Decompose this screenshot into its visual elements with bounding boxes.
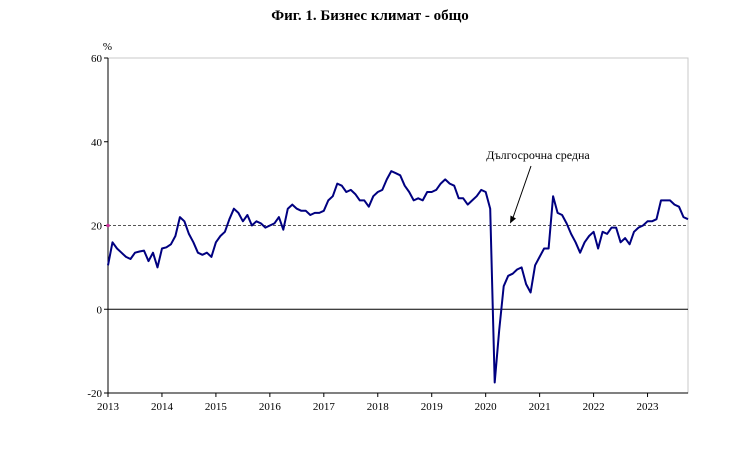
- x-tick-label: 2017: [313, 401, 336, 413]
- y-unit-label: %: [103, 41, 112, 53]
- x-tick-label: 2023: [637, 401, 660, 413]
- labels-layer: -20 0 20 40 60% 2013 2014 2015 2016 2017 2018 2019 2…: [87, 41, 659, 413]
- x-tick-label: 2021: [529, 401, 551, 413]
- annotation-arrow-line: [511, 165, 532, 221]
- x-tick-label: 2022: [583, 401, 605, 413]
- annotation-label: Дългосрочна средна: [486, 148, 590, 162]
- lines-layer: [106, 223, 688, 310]
- series-layer: [107, 170, 689, 384]
- x-tick-label: 2015: [205, 401, 228, 413]
- axes-layer: [104, 57, 688, 397]
- annotation-arrowhead: [510, 215, 516, 224]
- y-tick-label: 20: [91, 221, 103, 233]
- x-tick-label: 2016: [259, 401, 282, 413]
- x-tick-label: 2020: [475, 401, 498, 413]
- x-tick-label: 2019: [421, 401, 444, 413]
- x-tick-label: 2014: [151, 401, 174, 413]
- reference-marker: [106, 223, 110, 228]
- chart-title: Фиг. 1. Бизнес климат - общо: [271, 8, 469, 24]
- y-tick-label: 0: [97, 304, 103, 316]
- series-line: [107, 170, 689, 384]
- y-tick-label: 60: [91, 53, 103, 65]
- y-tick-label: 40: [91, 137, 103, 149]
- x-tick-label: 2018: [367, 401, 390, 413]
- y-tick-label: -20: [87, 388, 102, 400]
- x-tick-label: 2013: [97, 401, 120, 413]
